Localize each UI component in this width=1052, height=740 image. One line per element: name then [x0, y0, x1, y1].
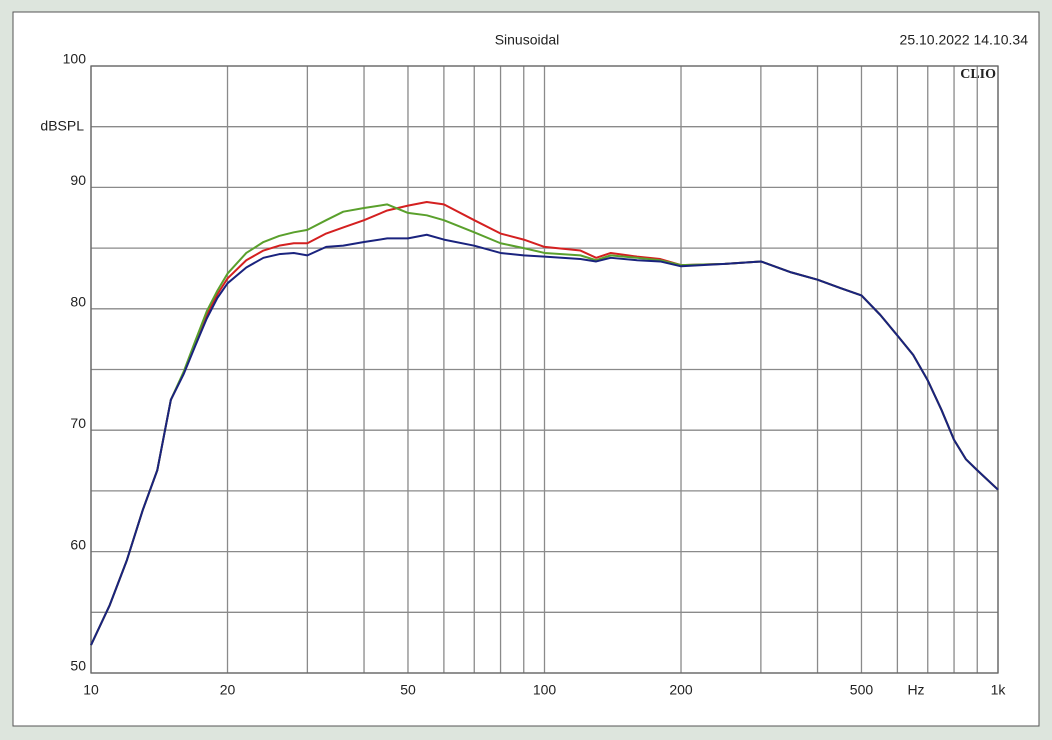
y-tick-label: 70 [70, 415, 86, 431]
plot-frame [90, 65, 999, 674]
y-tick-label: 80 [70, 294, 86, 310]
x-tick-label: 10 [83, 682, 99, 698]
y-tick-label: 60 [70, 536, 86, 552]
x-tick-label: 100 [533, 682, 557, 698]
series-line [90, 233, 999, 646]
y-tick-label: 90 [70, 172, 86, 188]
x-tick-label: 1k [991, 682, 1007, 698]
brand: CLIO [960, 67, 996, 82]
x-tick-label: 50 [400, 682, 416, 698]
y-tick-label: 100 [63, 51, 87, 67]
y-tick-label: 50 [70, 658, 86, 674]
timestamp: 25.10.2022 14.10.34 [900, 32, 1029, 48]
x-tick-label: 500 [850, 682, 874, 698]
x-axis-label: Hz [907, 682, 924, 698]
x-tick-label: 200 [669, 682, 693, 698]
x-tick-label: 20 [220, 682, 236, 698]
y-axis-label: dBSPL [40, 118, 84, 134]
chart-title: Sinusoidal [495, 32, 560, 48]
